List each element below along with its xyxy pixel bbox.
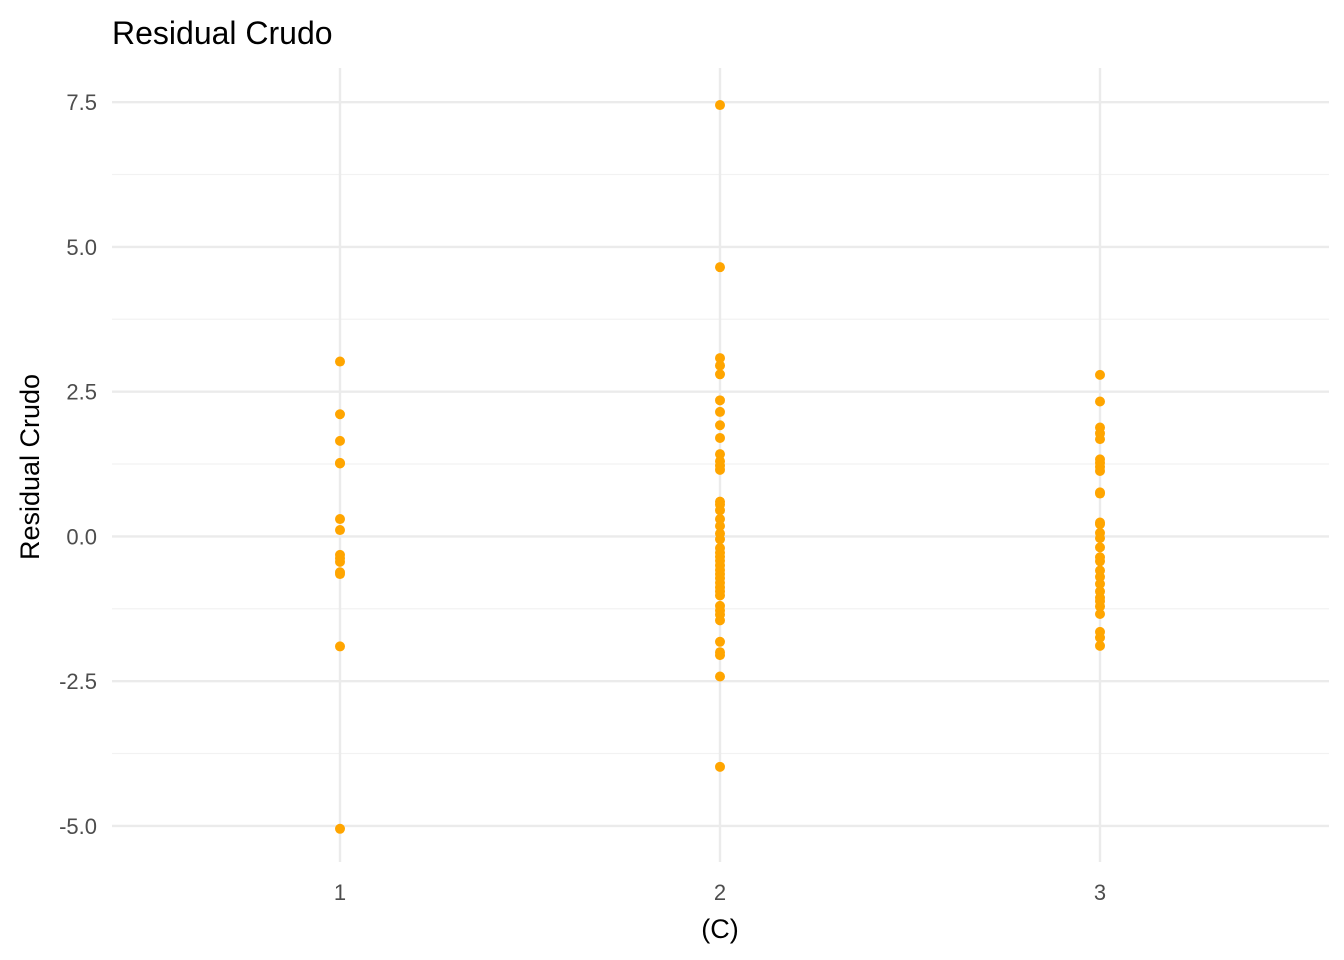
data-point	[715, 650, 725, 661]
data-point	[715, 262, 725, 273]
data-point	[715, 353, 725, 364]
y-tick-label: 7.5	[66, 90, 97, 115]
data-point	[715, 420, 725, 431]
data-point	[335, 356, 345, 367]
data-point	[335, 435, 345, 446]
data-point	[1095, 640, 1105, 651]
data-point	[1095, 396, 1105, 407]
data-point	[1095, 556, 1105, 567]
data-points	[335, 100, 1105, 834]
x-tick-label: 1	[334, 880, 346, 905]
data-point	[1095, 542, 1105, 553]
data-point	[1095, 533, 1105, 544]
data-point	[335, 525, 345, 536]
y-tick-label: -5.0	[59, 814, 97, 839]
data-point	[715, 615, 725, 626]
data-point	[715, 514, 725, 525]
x-tick-label: 3	[1094, 880, 1106, 905]
data-point	[1095, 632, 1105, 643]
data-point	[1095, 571, 1105, 582]
y-axis-tick-labels: -5.0 -2.5 0.0 2.5 5.0 7.5	[59, 90, 97, 839]
x-axis-title: (C)	[701, 914, 738, 944]
data-point	[1095, 519, 1105, 530]
data-point	[335, 514, 345, 525]
data-point	[335, 409, 345, 420]
data-point	[715, 369, 725, 380]
data-point	[335, 823, 345, 834]
data-point	[715, 520, 725, 531]
y-axis-title: Residual Crudo	[15, 374, 45, 560]
data-point	[335, 556, 345, 567]
data-point	[715, 590, 725, 601]
data-point	[1095, 601, 1105, 612]
x-axis-tick-labels: 1 2 3	[334, 880, 1106, 905]
x-tick-label: 2	[714, 880, 726, 905]
data-point	[1095, 488, 1105, 499]
data-point	[715, 505, 725, 516]
data-point	[715, 761, 725, 772]
data-point	[715, 406, 725, 417]
data-point	[335, 458, 345, 469]
y-tick-label: -2.5	[59, 669, 97, 694]
data-point	[335, 569, 345, 580]
y-tick-label: 2.5	[66, 380, 97, 405]
data-point	[715, 636, 725, 647]
data-point	[715, 464, 725, 475]
y-tick-label: 0.0	[66, 524, 97, 549]
y-tick-label: 5.0	[66, 235, 97, 260]
data-point	[715, 449, 725, 460]
data-point	[335, 641, 345, 652]
data-point	[715, 534, 725, 545]
data-point	[1095, 465, 1105, 476]
data-point	[1095, 578, 1105, 589]
data-point	[1095, 434, 1105, 445]
data-point	[715, 671, 725, 682]
data-point	[715, 432, 725, 443]
data-point	[1095, 608, 1105, 619]
chart-title: Residual Crudo	[112, 15, 333, 51]
data-point	[715, 360, 725, 371]
data-point	[715, 395, 725, 406]
data-point	[1095, 369, 1105, 380]
data-point	[715, 100, 725, 111]
